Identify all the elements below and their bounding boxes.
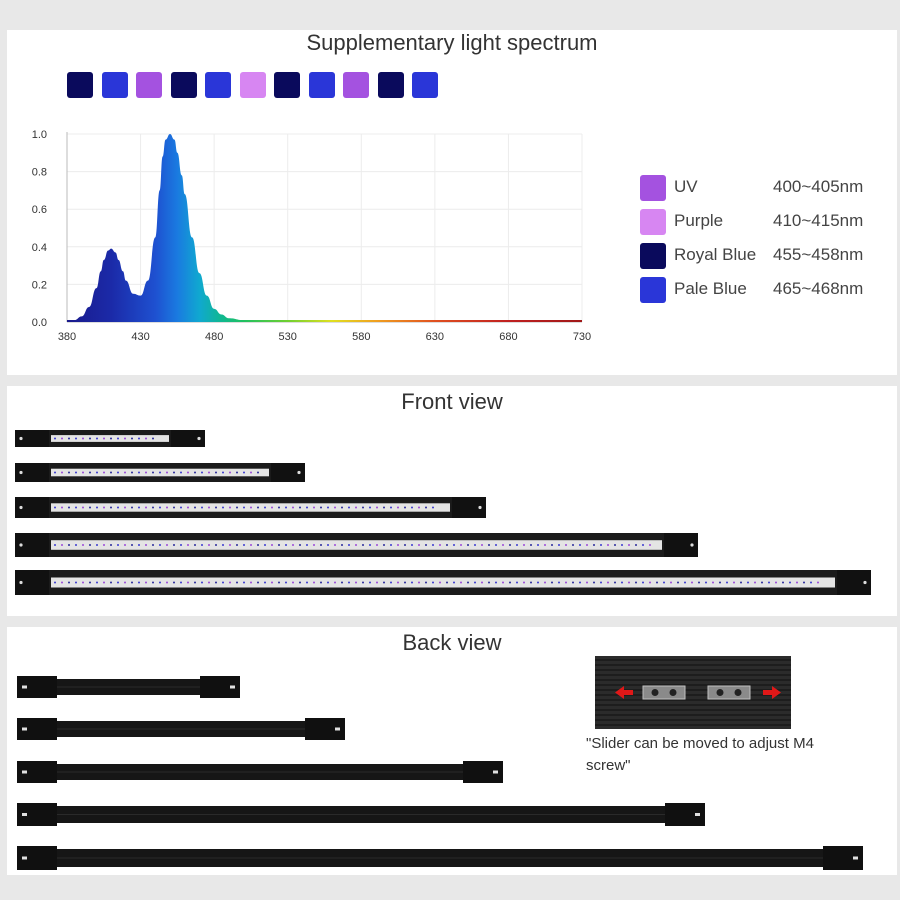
legend-range: 400~405nm — [773, 177, 864, 196]
y-tick-label: 0.4 — [32, 242, 47, 254]
front-light-bar — [15, 463, 305, 482]
led-swatch — [239, 72, 266, 98]
legend-name: Purple — [674, 211, 724, 230]
back-light-bar — [17, 761, 503, 783]
back-light-bar — [17, 676, 240, 698]
legend-swatch — [640, 243, 666, 269]
led-swatch — [101, 72, 128, 98]
slider-detail — [615, 685, 781, 700]
back-view-panel: Back view "Slider can be moved to adjust… — [7, 627, 897, 875]
front-view-bars — [15, 430, 871, 595]
led-swatch — [205, 72, 231, 98]
back-view-title: Back view — [402, 630, 502, 655]
back-view-bars — [17, 676, 863, 870]
x-tick-label: 730 — [573, 331, 591, 343]
x-tick-label: 630 — [426, 331, 444, 343]
front-light-bar — [15, 430, 205, 447]
led-swatch — [274, 72, 300, 98]
x-tick-label: 580 — [352, 331, 370, 343]
x-tick-label: 430 — [131, 331, 149, 343]
slider-photo — [595, 656, 791, 729]
led-swatch — [343, 72, 369, 98]
spectrum-title: Supplementary light spectrum — [306, 30, 598, 55]
legend-range: 455~458nm — [773, 245, 864, 264]
spectrum-area — [67, 134, 582, 322]
legend-item: Purple 410~415nm — [640, 207, 890, 241]
back-light-bar — [17, 803, 705, 826]
front-view-panel: Front view — [7, 386, 897, 616]
back-light-bar — [17, 718, 345, 740]
legend-name: UV — [674, 177, 698, 196]
spectrum-legend: UV 400~405nm Purple 410~415nm Royal Blue 455~… — [640, 173, 890, 309]
led-swatch — [377, 72, 404, 98]
y-tick-label: 0.6 — [32, 204, 47, 216]
front-view-title: Front view — [401, 389, 503, 414]
back-light-bar — [17, 846, 863, 870]
legend-item: UV 400~405nm — [640, 173, 890, 207]
legend-swatch — [640, 277, 666, 303]
spectrum-panel: Supplementary light spectrum 380 430 480 53… — [7, 30, 897, 375]
legend-name: Pale Blue — [674, 279, 747, 298]
front-light-bar — [15, 570, 871, 595]
front-light-bar — [15, 533, 698, 557]
legend-range: 465~468nm — [773, 279, 864, 298]
y-tick-label: 0.8 — [32, 167, 47, 179]
y-tick-label: 1.0 — [32, 129, 47, 141]
led-swatch — [170, 72, 197, 98]
x-tick-label: 530 — [279, 331, 297, 343]
y-tick-label: 0.0 — [32, 317, 47, 329]
legend-name: Royal Blue — [674, 245, 757, 264]
arrow-right-icon — [763, 686, 781, 699]
front-light-bar — [15, 497, 486, 518]
y-tick-label: 0.2 — [32, 279, 47, 291]
spectrum-chart: 380 430 480 530 580 630 680 730 0.0 0.2 0.4 0.6 0.8 1… — [32, 129, 591, 343]
led-swatch — [308, 72, 335, 98]
x-tick-label: 680 — [499, 331, 517, 343]
x-tick-label: 380 — [58, 331, 76, 343]
legend-swatch — [640, 209, 666, 235]
led-swatch — [67, 72, 93, 98]
led-swatch — [136, 72, 162, 98]
x-tick-label: 480 — [205, 331, 223, 343]
legend-item: Royal Blue 455~458nm — [640, 241, 890, 275]
legend-swatch — [640, 175, 666, 201]
legend-item: Pale Blue 465~468nm — [640, 275, 890, 309]
arrow-left-icon — [615, 686, 633, 699]
legend-range: 410~415nm — [773, 211, 864, 230]
led-swatch — [412, 72, 438, 98]
slider-note: "Slider can be moved to adjust M4 screw" — [586, 735, 814, 774]
